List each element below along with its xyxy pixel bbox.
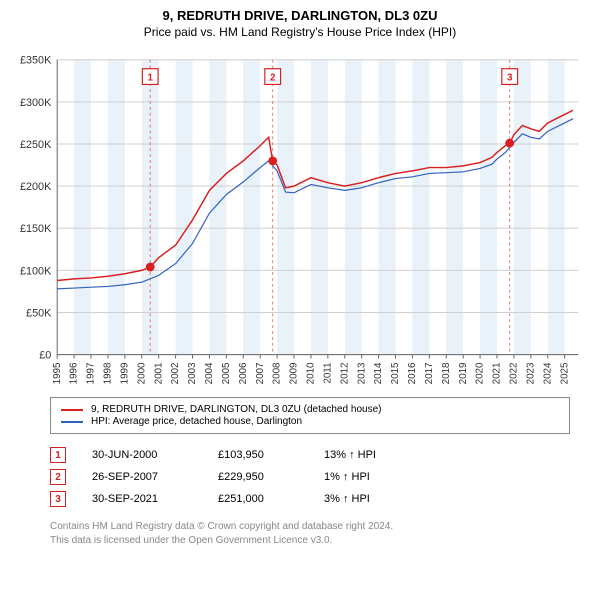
x-tick-label: 2021 [492, 362, 503, 384]
legend-item: 9, REDRUTH DRIVE, DARLINGTON, DL3 0ZU (d… [61, 404, 559, 415]
event-row: 2 26-SEP-2007 £229,950 1% ↑ HPI [50, 466, 570, 488]
x-tick-label: 2019 [458, 362, 469, 384]
x-tick-label: 2016 [407, 362, 418, 384]
event-price: £229,950 [218, 471, 298, 483]
event-number-box: 2 [50, 469, 66, 485]
event-date: 30-JUN-2000 [92, 449, 192, 461]
x-tick-label: 2010 [306, 362, 317, 384]
x-tick-label: 2006 [238, 362, 249, 384]
price-marker [146, 263, 155, 272]
y-tick-label: £50K [26, 307, 52, 319]
x-tick-label: 1998 [103, 362, 114, 384]
x-tick-label: 2001 [153, 362, 164, 384]
x-tick-label: 2003 [187, 362, 198, 384]
legend-label: HPI: Average price, detached house, Darl… [91, 416, 302, 427]
callout-label: 2 [270, 72, 276, 83]
year-band [176, 60, 193, 355]
year-band [548, 60, 565, 355]
x-tick-label: 2005 [221, 362, 232, 384]
event-hpi: 1% ↑ HPI [324, 471, 370, 483]
x-tick-label: 2023 [525, 362, 536, 384]
year-band [311, 60, 328, 355]
year-band [345, 60, 362, 355]
event-price: £251,000 [218, 493, 298, 505]
event-hpi: 13% ↑ HPI [324, 449, 376, 461]
event-hpi: 3% ↑ HPI [324, 493, 370, 505]
x-tick-label: 1996 [69, 362, 80, 384]
year-band [108, 60, 125, 355]
event-list: 1 30-JUN-2000 £103,950 13% ↑ HPI 2 26-SEP-200… [50, 444, 570, 510]
y-tick-label: £100K [20, 265, 52, 277]
year-band [514, 60, 531, 355]
x-tick-label: 2002 [170, 362, 181, 384]
legend: 9, REDRUTH DRIVE, DARLINGTON, DL3 0ZU (d… [50, 397, 570, 434]
x-tick-label: 2015 [390, 362, 401, 384]
x-tick-label: 2008 [272, 362, 283, 384]
price-marker [268, 156, 277, 165]
x-tick-label: 1997 [86, 362, 97, 384]
chart-svg: £0 £50K £100K £150K £200K £250K £300K £350K 1995… [10, 47, 590, 387]
event-price: £103,950 [218, 449, 298, 461]
year-band [74, 60, 91, 355]
callout-label: 3 [507, 72, 513, 83]
year-band [446, 60, 463, 355]
chart-subtitle: Price paid vs. HM Land Registry's House … [10, 25, 590, 39]
attribution: Contains HM Land Registry data © Crown c… [50, 520, 570, 547]
chart-container: 9, REDRUTH DRIVE, DARLINGTON, DL3 0ZU Pr… [0, 0, 600, 555]
y-tick-label: £0 [39, 350, 51, 362]
x-tick-label: 2017 [424, 362, 435, 384]
x-tick-label: 2024 [542, 362, 553, 384]
x-tick-label: 2004 [204, 362, 215, 384]
x-tick-label: 2000 [136, 362, 147, 384]
x-tick-label: 2009 [289, 362, 300, 384]
event-number-box: 3 [50, 491, 66, 507]
year-band [412, 60, 429, 355]
event-row: 1 30-JUN-2000 £103,950 13% ↑ HPI [50, 444, 570, 466]
x-tick-label: 2013 [356, 362, 367, 384]
y-tick-label: £350K [20, 55, 52, 67]
legend-swatch [61, 421, 83, 423]
x-tick-label: 1999 [119, 362, 130, 384]
chart-area: £0 £50K £100K £150K £200K £250K £300K £350K 1995… [10, 47, 590, 387]
price-marker [505, 139, 514, 148]
x-tick-label: 2020 [475, 362, 486, 384]
event-date: 26-SEP-2007 [92, 471, 192, 483]
y-tick-label: £250K [20, 139, 52, 151]
chart-title: 9, REDRUTH DRIVE, DARLINGTON, DL3 0ZU [10, 8, 590, 23]
event-date: 30-SEP-2021 [92, 493, 192, 505]
x-tick-label: 2018 [441, 362, 452, 384]
y-tick-label: £300K [20, 97, 52, 109]
x-tick-label: 2022 [509, 362, 520, 384]
x-tick-label: 2012 [339, 362, 350, 384]
event-row: 3 30-SEP-2021 £251,000 3% ↑ HPI [50, 488, 570, 510]
callout-label: 1 [147, 72, 153, 83]
legend-swatch [61, 409, 83, 411]
x-tick-label: 2025 [559, 362, 570, 384]
year-band [277, 60, 294, 355]
attribution-line: Contains HM Land Registry data © Crown c… [50, 520, 570, 534]
x-tick-label: 2014 [373, 362, 384, 384]
year-band [243, 60, 260, 355]
year-band [209, 60, 226, 355]
legend-label: 9, REDRUTH DRIVE, DARLINGTON, DL3 0ZU (d… [91, 404, 381, 415]
event-number-box: 1 [50, 447, 66, 463]
y-tick-label: £200K [20, 181, 52, 193]
x-tick-label: 2011 [322, 362, 333, 383]
y-tick-label: £150K [20, 223, 52, 235]
legend-item: HPI: Average price, detached house, Darl… [61, 416, 559, 427]
year-band [480, 60, 497, 355]
attribution-line: This data is licensed under the Open Gov… [50, 534, 570, 548]
x-tick-label: 2007 [255, 362, 266, 384]
year-band [379, 60, 396, 355]
x-tick-label: 1995 [52, 362, 63, 384]
